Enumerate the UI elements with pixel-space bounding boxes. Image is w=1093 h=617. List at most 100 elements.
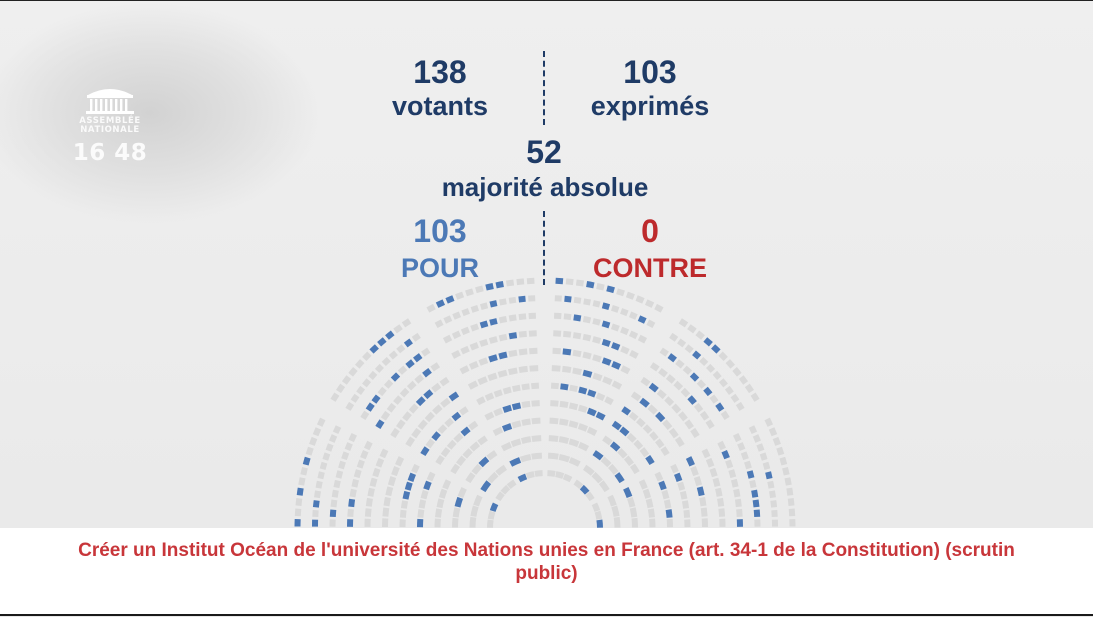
- seat: [577, 404, 588, 413]
- seat: [647, 508, 655, 518]
- seat: [562, 365, 572, 374]
- seat-pour: [746, 470, 755, 479]
- seat-pour: [645, 454, 655, 466]
- seat-pour: [573, 314, 582, 322]
- seat: [360, 449, 369, 460]
- seat-pour: [601, 338, 611, 347]
- seat: [617, 448, 628, 459]
- seat: [718, 508, 726, 517]
- seat-pour: [685, 456, 695, 467]
- seat: [591, 502, 601, 512]
- seat-pour: [495, 281, 504, 289]
- seat: [333, 479, 341, 489]
- seat: [362, 351, 372, 361]
- seat: [451, 330, 462, 340]
- seat: [642, 424, 653, 434]
- seat: [529, 347, 538, 355]
- seat-pour: [365, 402, 375, 412]
- seat: [638, 479, 648, 490]
- seat: [690, 465, 699, 477]
- seat: [385, 486, 394, 497]
- seat: [314, 490, 321, 499]
- seat: [469, 342, 479, 351]
- seat: [679, 490, 688, 500]
- seat: [604, 396, 614, 406]
- seat: [469, 441, 481, 452]
- seat-pour: [489, 502, 499, 512]
- seat: [636, 417, 646, 428]
- seat: [531, 400, 540, 407]
- seat: [705, 457, 715, 468]
- seat: [668, 427, 679, 439]
- seat: [506, 479, 517, 489]
- seat: [526, 277, 535, 285]
- seat-pour: [390, 372, 401, 382]
- contre-label: CONTRE: [593, 253, 707, 283]
- seat: [568, 402, 579, 411]
- seat-pour: [445, 295, 455, 304]
- seat: [455, 291, 465, 300]
- seat: [569, 384, 578, 393]
- seat: [487, 372, 498, 382]
- seat-pour: [703, 386, 713, 397]
- seat: [426, 303, 436, 313]
- seat: [495, 464, 508, 476]
- seat: [372, 467, 381, 478]
- seat: [396, 344, 406, 354]
- seat: [724, 385, 734, 395]
- seat: [451, 350, 461, 359]
- seat: [669, 332, 679, 342]
- seat: [582, 333, 592, 342]
- seat: [736, 508, 743, 517]
- seat: [744, 460, 752, 470]
- seat: [695, 330, 705, 340]
- seat: [331, 489, 339, 498]
- seat: [402, 411, 412, 422]
- seat: [600, 456, 612, 468]
- seat: [426, 471, 436, 482]
- seat: [386, 402, 397, 413]
- seat: [305, 446, 314, 456]
- seat: [508, 296, 517, 304]
- seat: [440, 447, 451, 458]
- seat: [749, 479, 757, 489]
- seat: [563, 330, 572, 338]
- seat: [440, 397, 451, 408]
- seat: [770, 500, 778, 508]
- seat-pour: [479, 320, 489, 329]
- seat: [677, 338, 687, 348]
- seat: [550, 382, 560, 390]
- seat: [611, 505, 620, 517]
- seat: [381, 356, 391, 367]
- seat: [411, 332, 421, 342]
- seat: [583, 298, 591, 306]
- seat: [375, 457, 385, 468]
- seat-pour: [611, 361, 622, 370]
- seat: [528, 330, 537, 337]
- exprimes-count: 103: [623, 54, 677, 90]
- seat-pour: [665, 509, 673, 518]
- seat-pour: [606, 285, 615, 294]
- seat: [558, 453, 571, 463]
- seat: [411, 427, 422, 439]
- seat: [382, 507, 390, 517]
- logo-line-2: NATIONALE: [80, 125, 140, 135]
- seat: [492, 426, 504, 436]
- seat-pour: [489, 318, 498, 326]
- seat: [391, 465, 400, 477]
- seat: [455, 455, 467, 467]
- seat-pour: [402, 490, 411, 500]
- votants-label: votants: [391, 91, 489, 121]
- seat: [674, 436, 685, 448]
- seat: [730, 478, 739, 488]
- seat: [388, 350, 398, 360]
- seat: [779, 456, 788, 466]
- seat: [530, 382, 540, 390]
- seat: [452, 507, 461, 518]
- seat: [508, 314, 517, 322]
- seat: [659, 347, 669, 357]
- seat: [377, 386, 387, 397]
- seat: [626, 432, 637, 443]
- seat: [555, 471, 565, 479]
